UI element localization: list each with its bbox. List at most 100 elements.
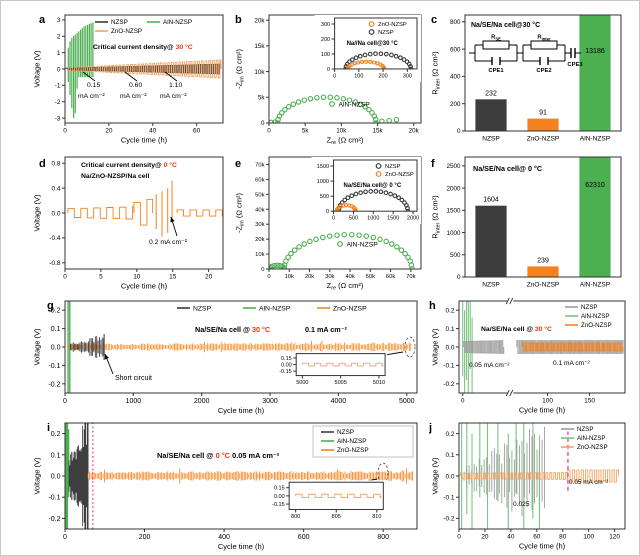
svg-text:500: 500: [349, 216, 358, 222]
svg-text:-0.1: -0.1: [443, 494, 455, 501]
svg-text:70k: 70k: [406, 274, 415, 280]
svg-text:300: 300: [403, 73, 412, 79]
svg-text:60k: 60k: [255, 177, 264, 183]
svg-text:Na/SE/Na cell@ 0 °C: Na/SE/Na cell@ 0 °C: [473, 164, 542, 173]
svg-text:60: 60: [533, 534, 541, 541]
svg-text:NZSP: NZSP: [581, 304, 598, 311]
svg-text:40: 40: [149, 128, 157, 135]
svg-text:1500: 1500: [387, 216, 399, 222]
svg-text:400: 400: [450, 74, 461, 81]
chart-panel-c: 232 NZSP 91 ZnO-NZSP 13186 AlN-NZSP 0 200 400 600…: [431, 14, 622, 143]
svg-text:NZSP: NZSP: [337, 429, 354, 436]
svg-text:3: 3: [57, 17, 61, 24]
svg-text:800: 800: [377, 534, 389, 541]
svg-text:Na/SE/Na cell @ 30 °C: Na/SE/Na cell @ 30 °C: [195, 325, 270, 334]
svg-text:Critical current density@ 0 °C: Critical current density@ 0 °C: [81, 161, 177, 169]
svg-text:100: 100: [583, 534, 594, 541]
svg-text:70k: 70k: [255, 162, 264, 168]
svg-text:20k: 20k: [305, 274, 314, 280]
svg-text:1000: 1000: [367, 216, 379, 222]
svg-text:Zre (Ω cm²): Zre (Ω cm²): [327, 135, 364, 146]
svg-text:0: 0: [461, 398, 465, 405]
svg-text:5000: 5000: [399, 398, 415, 405]
svg-text:NZSP: NZSP: [577, 426, 594, 433]
svg-text:-0.1: -0.1: [48, 363, 60, 370]
svg-text:200: 200: [378, 73, 387, 79]
svg-text:NZSP: NZSP: [482, 136, 500, 143]
svg-text:CPE3: CPE3: [567, 62, 583, 68]
svg-text:0: 0: [457, 274, 461, 281]
chart-panel-h: 0 100 150 0.2 0.1 0.0 -0.1 -0.2 Cycle time (h) Vo…: [429, 297, 626, 415]
svg-text:5005: 5005: [335, 380, 347, 386]
svg-text:Cycle time (h): Cycle time (h): [218, 406, 265, 415]
svg-text:Na/SE/Na cell @ 30 °C: Na/SE/Na cell @ 30 °C: [481, 325, 552, 333]
svg-text:0: 0: [261, 120, 265, 127]
svg-text:-Zim (Ω cm²): -Zim (Ω cm²): [235, 48, 246, 89]
svg-text:2: 2: [57, 34, 61, 41]
svg-text:Cycle time (h): Cycle time (h): [519, 542, 566, 551]
svg-text:NZSP: NZSP: [385, 164, 401, 170]
svg-text:h: h: [429, 300, 436, 312]
svg-text:Cycle time (h): Cycle time (h): [121, 136, 168, 145]
svg-text:ZnO-NZSP: ZnO-NZSP: [385, 172, 414, 178]
svg-text:0.2: 0.2: [51, 431, 61, 438]
chart-panel-i: 0 200 400 600 800 0.2 0.1 0.0 -0.1 -0.2 Cycle time…: [33, 422, 418, 551]
svg-text:1500: 1500: [317, 164, 329, 170]
svg-text:50k: 50k: [366, 274, 375, 280]
svg-text:60k: 60k: [386, 274, 395, 280]
svg-text:c: c: [431, 14, 437, 26]
svg-text:5k: 5k: [258, 94, 266, 101]
svg-text:500: 500: [450, 252, 461, 259]
svg-text:600: 600: [450, 46, 461, 53]
svg-text:AlN-NZSP: AlN-NZSP: [259, 305, 291, 312]
svg-text:-0.15: -0.15: [279, 369, 292, 375]
svg-text:Voltage (V): Voltage (V): [33, 194, 42, 232]
svg-text:100: 100: [321, 52, 330, 58]
svg-text:0.2 mA cm⁻²: 0.2 mA cm⁻²: [149, 239, 188, 246]
svg-text:mA cm⁻²: mA cm⁻²: [120, 93, 147, 100]
svg-text:AlN-NZSP: AlN-NZSP: [337, 438, 366, 445]
panel-a-critical-current-density-30c: 0 20 40 60 -3 -2 -1 0 1 2 3 Cycle time (h) Voltage (…: [31, 9, 231, 149]
svg-text:j: j: [429, 422, 432, 434]
svg-text:-3: -3: [55, 115, 61, 122]
svg-text:5: 5: [99, 274, 103, 281]
svg-text:Rinter: Rinter: [537, 35, 551, 42]
svg-text:0.4: 0.4: [51, 185, 60, 192]
svg-text:ZnO-NZSP: ZnO-NZSP: [337, 447, 369, 454]
panel-f-rinter-bars-0c: 1604 NZSP 239 ZnO-NZSP 62310 AlN-NZSP 0 500 1000…: [429, 151, 633, 295]
svg-text:-0.2: -0.2: [443, 381, 455, 388]
svg-text:0.1: 0.1: [51, 452, 61, 459]
svg-text:0: 0: [327, 67, 330, 73]
svg-text:0.1: 0.1: [445, 326, 454, 333]
svg-text:10k: 10k: [285, 274, 294, 280]
svg-text:NZSP: NZSP: [482, 282, 500, 289]
svg-text:13186: 13186: [585, 48, 605, 55]
svg-text:0: 0: [333, 73, 336, 79]
svg-text:0.0: 0.0: [51, 210, 60, 217]
svg-text:0.15: 0.15: [274, 486, 285, 492]
panel-j-rate-cycling-0c: 0 20 40 60 80 100 120 0.2 0.1 0.0 -0.1 -0.2 Cycle ti…: [429, 419, 633, 555]
svg-text:Na//Na cell@30 °C: Na//Na cell@30 °C: [347, 41, 399, 47]
svg-text:0.15: 0.15: [281, 356, 292, 362]
svg-text:15: 15: [169, 274, 177, 281]
svg-text:Cycle time (h): Cycle time (h): [121, 282, 168, 291]
svg-text:-1: -1: [55, 83, 61, 90]
svg-text:-Zim (Ω cm²): -Zim (Ω cm²): [235, 192, 246, 233]
svg-text:Na/SE/Na cell@30 °C: Na/SE/Na cell@30 °C: [471, 21, 540, 29]
svg-text:1000: 1000: [317, 179, 329, 185]
svg-text:Voltage (V): Voltage (V): [431, 328, 440, 366]
svg-text:a: a: [39, 14, 46, 26]
svg-text:232: 232: [485, 90, 497, 97]
svg-text:10k: 10k: [254, 69, 265, 76]
svg-text:30k: 30k: [325, 274, 334, 280]
svg-text:5000: 5000: [296, 380, 308, 386]
svg-text:0: 0: [57, 66, 61, 73]
svg-text:0: 0: [326, 209, 329, 215]
svg-text:800: 800: [450, 19, 461, 26]
svg-text:AlN-NZSP: AlN-NZSP: [577, 435, 606, 442]
svg-text:10: 10: [133, 274, 141, 281]
svg-text:4000: 4000: [331, 398, 347, 405]
svg-text:e: e: [235, 158, 241, 170]
svg-text:15k: 15k: [372, 127, 383, 134]
svg-text:Na/ZnO-NZSP/Na cell: Na/ZnO-NZSP/Na cell: [81, 173, 149, 180]
